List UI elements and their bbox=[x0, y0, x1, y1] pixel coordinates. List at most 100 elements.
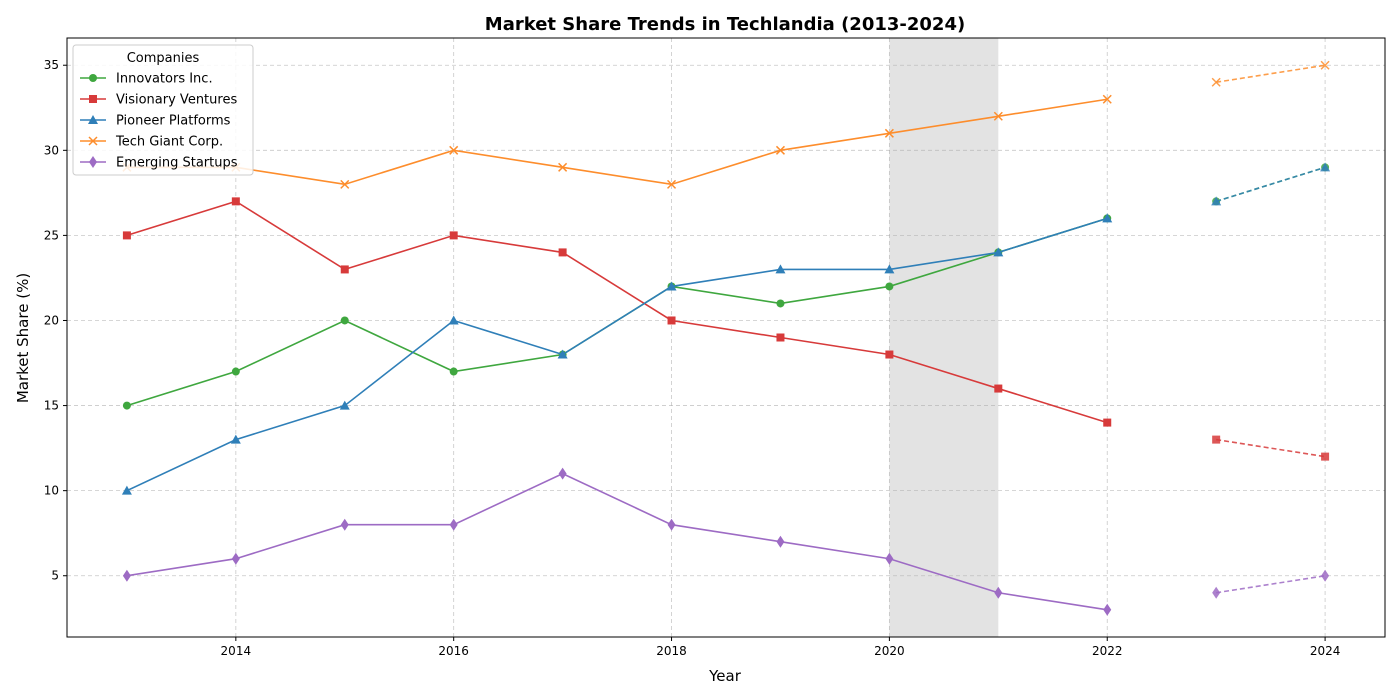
y-tick-label: 25 bbox=[44, 228, 59, 242]
y-tick-label: 10 bbox=[44, 484, 59, 498]
x-tick-label: 2020 bbox=[874, 644, 905, 658]
legend-label: Visionary Ventures bbox=[116, 93, 237, 108]
chart-title: Market Share Trends in Techlandia (2013-… bbox=[485, 14, 965, 35]
data-point bbox=[885, 350, 894, 359]
projected-point bbox=[1211, 196, 1222, 206]
projected-point bbox=[1321, 569, 1330, 582]
data-point bbox=[885, 552, 894, 565]
x-tick-label: 2018 bbox=[656, 644, 687, 658]
legend-item: Emerging Startups bbox=[80, 156, 238, 171]
data-point bbox=[558, 248, 567, 257]
legend-label: Innovators Inc. bbox=[116, 72, 213, 87]
series-tech-giant-corp bbox=[122, 60, 1330, 189]
data-point bbox=[231, 552, 240, 565]
projected-point bbox=[1212, 435, 1221, 444]
series-innovators-inc bbox=[122, 163, 1330, 410]
data-point bbox=[122, 231, 131, 240]
y-tick-label: 5 bbox=[51, 569, 59, 583]
series-visionary-ventures bbox=[122, 197, 1330, 461]
data-point bbox=[1102, 94, 1112, 104]
series-pioneer-platforms bbox=[121, 162, 1331, 495]
data-point bbox=[339, 400, 350, 410]
data-point bbox=[122, 569, 131, 582]
projected-point bbox=[1320, 162, 1331, 172]
data-point bbox=[230, 434, 241, 444]
legend-label: Emerging Startups bbox=[116, 156, 238, 171]
projected-point bbox=[1212, 586, 1221, 599]
projected-point bbox=[1321, 452, 1330, 461]
data-point bbox=[231, 367, 240, 376]
y-axis-ticks: 5 10 15 20 25 30 35 bbox=[44, 58, 67, 583]
data-point bbox=[449, 145, 459, 155]
data-point bbox=[231, 197, 240, 206]
data-point bbox=[775, 145, 785, 155]
legend-marker bbox=[89, 156, 97, 168]
data-point bbox=[448, 315, 459, 325]
data-point bbox=[994, 384, 1003, 393]
projected-point bbox=[1211, 77, 1221, 87]
data-point bbox=[449, 367, 458, 376]
series-line bbox=[126, 98, 1108, 186]
data-point bbox=[776, 299, 785, 308]
data-point bbox=[558, 467, 567, 480]
data-point bbox=[1103, 418, 1112, 427]
legend-item: Tech Giant Corp. bbox=[80, 135, 223, 150]
data-point bbox=[121, 485, 132, 495]
plot-frame bbox=[66, 37, 1386, 638]
legend-title: Companies bbox=[127, 51, 200, 66]
projected-line bbox=[1216, 64, 1326, 84]
x-tick-label: 2014 bbox=[221, 644, 252, 658]
legend-marker bbox=[89, 74, 97, 82]
data-point bbox=[776, 333, 785, 342]
x-tick-label: 2022 bbox=[1092, 644, 1123, 658]
legend-marker bbox=[88, 136, 98, 146]
legend-box bbox=[72, 44, 254, 176]
legend-item: Visionary Ventures bbox=[80, 93, 237, 108]
x-tick-label: 2016 bbox=[438, 644, 469, 658]
x-axis-ticks: 2014 2016 2018 2020 2022 2024 bbox=[221, 637, 1341, 658]
data-point bbox=[1103, 603, 1112, 616]
x-axis-label: Year bbox=[708, 667, 742, 685]
y-tick-label: 30 bbox=[44, 143, 59, 157]
plot-background bbox=[889, 38, 999, 637]
shaded-region bbox=[889, 38, 999, 637]
grid-lines bbox=[67, 38, 1385, 637]
data-point bbox=[667, 518, 676, 531]
projected-point bbox=[1320, 60, 1330, 70]
data-point bbox=[557, 349, 568, 359]
series-emerging-startups bbox=[122, 467, 1330, 616]
data-point bbox=[993, 111, 1003, 121]
data-point bbox=[666, 281, 677, 291]
data-point bbox=[884, 128, 894, 138]
data-point bbox=[340, 316, 349, 325]
data-point bbox=[340, 518, 349, 531]
data-point bbox=[449, 231, 458, 240]
data-point bbox=[994, 586, 1003, 599]
data-point bbox=[775, 264, 786, 274]
data-point bbox=[993, 247, 1004, 257]
y-tick-label: 20 bbox=[44, 313, 59, 327]
series-line bbox=[126, 217, 1108, 492]
series-line bbox=[126, 200, 1108, 424]
data-point bbox=[340, 179, 350, 189]
data-point bbox=[776, 535, 785, 548]
data-point bbox=[340, 265, 349, 274]
data-point bbox=[122, 401, 131, 410]
data-point bbox=[667, 316, 676, 325]
legend-marker bbox=[89, 95, 97, 103]
x-tick-label: 2024 bbox=[1310, 644, 1341, 658]
projected-line bbox=[1216, 438, 1326, 458]
data-point bbox=[449, 518, 458, 531]
projected-line bbox=[1215, 166, 1326, 203]
legend-label: Pioneer Platforms bbox=[116, 114, 231, 129]
y-tick-label: 35 bbox=[44, 58, 59, 72]
data-point bbox=[558, 162, 568, 172]
data-point bbox=[885, 282, 894, 291]
y-axis-label: Market Share (%) bbox=[14, 273, 32, 403]
legend-marker bbox=[88, 115, 98, 124]
data-point bbox=[884, 264, 895, 274]
data-point bbox=[1102, 213, 1113, 223]
series-layer bbox=[121, 60, 1331, 616]
legend-item: Pioneer Platforms bbox=[80, 114, 231, 129]
